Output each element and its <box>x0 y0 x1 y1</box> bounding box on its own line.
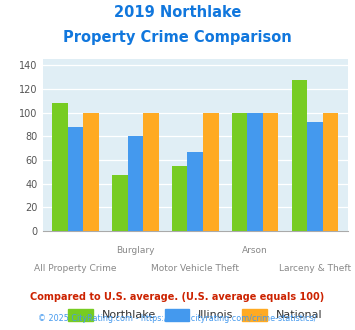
Bar <box>112 175 127 231</box>
Text: Larceny & Theft: Larceny & Theft <box>279 264 351 273</box>
Bar <box>172 166 187 231</box>
Bar <box>127 136 143 231</box>
Bar <box>187 152 203 231</box>
Bar <box>143 113 159 231</box>
Bar <box>291 80 307 231</box>
Text: Arson: Arson <box>242 246 268 255</box>
Bar <box>68 127 83 231</box>
Bar <box>307 122 323 231</box>
Bar <box>203 113 219 231</box>
Text: All Property Crime: All Property Crime <box>34 264 117 273</box>
Text: 2019 Northlake: 2019 Northlake <box>114 5 241 20</box>
Bar <box>323 113 338 231</box>
Text: Burglary: Burglary <box>116 246 155 255</box>
Text: Motor Vehicle Theft: Motor Vehicle Theft <box>151 264 239 273</box>
Text: Compared to U.S. average. (U.S. average equals 100): Compared to U.S. average. (U.S. average … <box>31 292 324 302</box>
Bar <box>83 113 99 231</box>
Text: © 2025 CityRating.com - https://www.cityrating.com/crime-statistics/: © 2025 CityRating.com - https://www.city… <box>38 314 317 323</box>
Legend: Northlake, Illinois, National: Northlake, Illinois, National <box>65 305 326 324</box>
Text: Property Crime Comparison: Property Crime Comparison <box>63 30 292 45</box>
Bar <box>232 113 247 231</box>
Bar <box>247 113 263 231</box>
Bar <box>263 113 278 231</box>
Bar <box>52 103 68 231</box>
